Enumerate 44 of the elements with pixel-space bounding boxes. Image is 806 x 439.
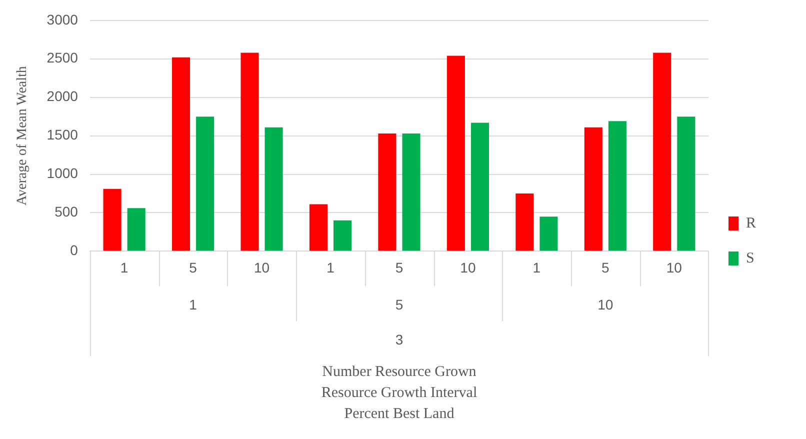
bar xyxy=(402,133,420,251)
x-tick-label: 5 xyxy=(395,259,404,276)
bar xyxy=(334,220,352,251)
text: 1 xyxy=(189,296,198,313)
y-tick-label: 1000 xyxy=(46,165,78,182)
legend-label: S xyxy=(746,250,754,266)
bar xyxy=(677,116,696,251)
text: 10 xyxy=(598,296,614,313)
y-tick-label: 500 xyxy=(54,204,78,220)
text: Percent Best Land xyxy=(344,406,455,422)
x-tick-label: 10 xyxy=(666,259,682,276)
text: 3 xyxy=(395,332,404,348)
bar xyxy=(584,127,602,251)
text: Resource Growth Interval xyxy=(321,385,478,402)
y-tick-label: 1500 xyxy=(46,126,78,143)
y-tick-label: 2000 xyxy=(46,88,78,104)
x-tick-label: 5 xyxy=(189,259,198,276)
x-tick-label: 1 xyxy=(326,259,335,276)
y-axis-title: Average of Mean Wealth xyxy=(15,66,30,206)
x-tick-label: 10 xyxy=(460,259,476,276)
bar xyxy=(516,194,534,251)
bar xyxy=(540,216,558,251)
x-tick-label: 1 xyxy=(120,259,128,276)
bar xyxy=(378,133,396,251)
bar xyxy=(196,116,214,251)
bar xyxy=(309,204,328,251)
x-tick-label: 5 xyxy=(602,259,610,276)
bar xyxy=(653,52,672,251)
y-tick-label: 3000 xyxy=(46,11,78,28)
bar xyxy=(172,57,190,251)
text: Number Resource Grown xyxy=(322,364,477,380)
bar xyxy=(264,127,283,251)
bar xyxy=(127,208,146,251)
bar xyxy=(446,56,465,251)
y-tick-label: 0 xyxy=(70,242,78,258)
legend-label: R xyxy=(746,215,756,232)
bar xyxy=(240,52,259,251)
y-tick-label: 2500 xyxy=(46,50,78,66)
bar xyxy=(470,122,489,251)
bar xyxy=(608,121,626,251)
bar xyxy=(103,188,122,251)
text: 5 xyxy=(395,296,404,313)
x-tick-label: 1 xyxy=(532,259,541,276)
x-tick-label: 10 xyxy=(254,259,270,276)
